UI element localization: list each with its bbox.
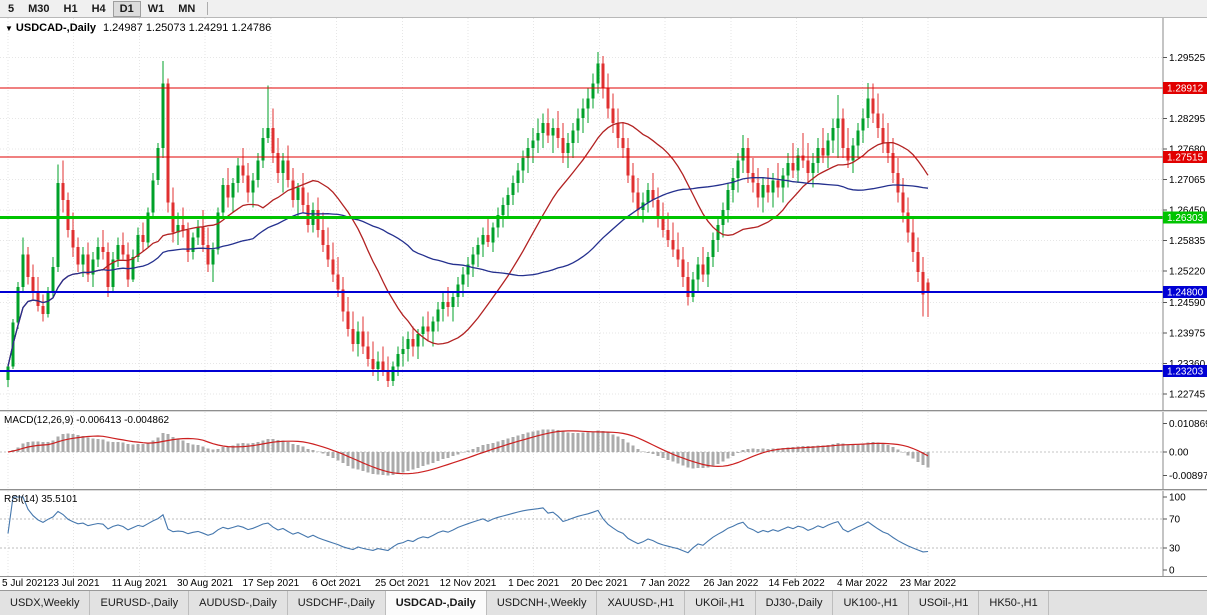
macd-signal-line xyxy=(7,430,929,475)
rsi-label: RSI(14) 35.5101 xyxy=(4,494,78,505)
price-chip: 1.28912 xyxy=(1163,81,1207,94)
svg-text:1.24800: 1.24800 xyxy=(1167,287,1204,298)
main-chart-panel: 1.29525 1.28295 1.27680 1.27065 1.26450 1.258… xyxy=(0,18,1207,410)
rsi-tick-label: 100 xyxy=(1169,493,1186,504)
price-chip: 1.27515 xyxy=(1163,151,1207,164)
price-tick-label: 1.24590 xyxy=(1169,298,1206,309)
svg-text:1.23203: 1.23203 xyxy=(1167,367,1204,378)
price-tick-label: 1.28295 xyxy=(1169,114,1206,125)
macd-label: MACD(12,26,9) -0.006413 -0.004862 xyxy=(4,415,170,426)
collapse-triangle-icon[interactable]: ▼ xyxy=(5,24,13,33)
chart-tab-eurusd-daily[interactable]: EURUSD-,Daily xyxy=(90,591,190,615)
chart-tab-xauusd-h1[interactable]: XAUUSD-,H1 xyxy=(597,591,686,615)
price-tick-label: 1.26450 xyxy=(1169,206,1206,217)
timeframe-button-h4[interactable]: H4 xyxy=(91,2,106,15)
rsi-panel: 100 70 30 0 RSI(14) 35.5101 xyxy=(0,491,1207,576)
rsi-line xyxy=(7,496,929,554)
timeframe-button-5[interactable]: 5 xyxy=(8,2,15,15)
date-label: 23 Jul 2021 xyxy=(47,578,100,589)
price-tick-label: 1.27680 xyxy=(1169,145,1206,156)
timeframe-button-h1[interactable]: H1 xyxy=(63,2,78,15)
chart-tab-hk50-h1[interactable]: HK50-,H1 xyxy=(979,591,1049,615)
chart-tab-usdcnh-weekly[interactable]: USDCNH-,Weekly xyxy=(486,591,598,615)
date-label: 30 Aug 2021 xyxy=(177,578,234,589)
timeframe-toolbar: 5 M30 H1 H4 D1 W1 MN xyxy=(0,0,1207,18)
date-label: 4 Mar 2022 xyxy=(836,578,888,589)
price-tick-label: 1.23975 xyxy=(1169,328,1206,339)
symbol-label: USDCAD-,Daily xyxy=(15,22,96,34)
time-axis: 5 Jul 2021 23 Jul 2021 11 Aug 2021 30 Aug 2… xyxy=(0,576,1207,590)
ma-slow-line xyxy=(7,176,929,367)
price-chip: 1.24800 xyxy=(1163,285,1207,298)
macd-tick-label: 0.00 xyxy=(1169,448,1189,459)
date-label: 14 Feb 2022 xyxy=(768,578,825,589)
date-label: 25 Oct 2021 xyxy=(375,578,430,589)
chart-title: ▼ USDCAD-,Daily 1.24987 1.25073 1.24291 1.… xyxy=(5,22,271,34)
chart-tab-uk100-h1[interactable]: UK100-,H1 xyxy=(833,591,909,615)
timeframe-button-m30[interactable]: M30 xyxy=(28,2,50,15)
toolbar-divider xyxy=(207,2,209,15)
macd-tick-label: -0.008974 xyxy=(1169,471,1207,482)
date-label: 26 Jan 2022 xyxy=(703,578,759,589)
date-label: 6 Oct 2021 xyxy=(312,578,362,589)
svg-text:1.26303: 1.26303 xyxy=(1167,213,1204,224)
chart-tab-usdx-weekly[interactable]: USDX,Weekly xyxy=(0,591,91,615)
ohlc-values: 1.24987 1.25073 1.24291 1.24786 xyxy=(103,22,272,34)
price-tick-label: 1.25220 xyxy=(1169,267,1206,278)
svg-text:1.27515: 1.27515 xyxy=(1167,153,1204,164)
panel-splitter-macd[interactable] xyxy=(0,410,1207,412)
date-label: 11 Aug 2021 xyxy=(111,578,168,589)
rsi-canvas[interactable]: 100 70 30 0 xyxy=(0,491,1207,576)
date-label: 7 Jan 2022 xyxy=(640,578,690,589)
macd-tick-label: 0.010869 xyxy=(1169,419,1207,430)
date-label: 5 Jul 2021 xyxy=(2,578,49,589)
date-label: 1 Dec 2021 xyxy=(508,578,560,589)
date-label: 12 Nov 2021 xyxy=(439,578,497,589)
chart-tabs-bar: USDX,Weekly EURUSD-,Daily AUDUSD-,Daily USD… xyxy=(0,590,1207,615)
svg-text:1.28912: 1.28912 xyxy=(1167,83,1204,94)
chart-tab-usdcad-daily[interactable]: USDCAD-,Daily xyxy=(385,591,487,615)
price-tick-label: 1.22745 xyxy=(1169,389,1206,400)
chart-tab-usdchf-daily[interactable]: USDCHF-,Daily xyxy=(287,591,386,615)
date-label: 17 Sep 2021 xyxy=(242,578,300,589)
panel-splitter-rsi[interactable] xyxy=(0,489,1207,491)
macd-canvas[interactable]: 0.010869 0.00 -0.008974 xyxy=(0,412,1207,489)
price-chip: 1.23203 xyxy=(1163,365,1207,378)
price-tick-label: 1.23360 xyxy=(1169,359,1206,370)
timeframe-button-mn[interactable]: MN xyxy=(178,2,196,15)
rsi-tick-label: 30 xyxy=(1169,544,1181,555)
chart-tab-audusd-daily[interactable]: AUDUSD-,Daily xyxy=(189,591,288,615)
chart-tab-usoil-h1[interactable]: USOil-,H1 xyxy=(908,591,980,615)
chart-tab-dj30-daily[interactable]: DJ30-,Daily xyxy=(755,591,834,615)
macd-panel: 0.010869 0.00 -0.008974 MACD(12,26,9) -0.0… xyxy=(0,412,1207,489)
price-tick-label: 1.25835 xyxy=(1169,236,1206,247)
rsi-tick-label: 0 xyxy=(1169,566,1175,577)
price-tick-label: 1.27065 xyxy=(1169,175,1206,186)
chart-tab-ukoil-h1[interactable]: UKOil-,H1 xyxy=(685,591,756,615)
timeframe-button-d1[interactable]: D1 xyxy=(112,0,141,17)
price-tick-label: 1.29525 xyxy=(1169,53,1206,64)
rsi-tick-label: 70 xyxy=(1169,514,1181,525)
date-label: 20 Dec 2021 xyxy=(571,578,628,589)
price-chip: 1.26303 xyxy=(1163,211,1207,224)
price-chart-canvas[interactable]: 1.29525 1.28295 1.27680 1.27065 1.26450 1.258… xyxy=(0,18,1207,410)
date-label: 23 Mar 2022 xyxy=(899,578,957,589)
timeframe-button-w1[interactable]: W1 xyxy=(147,2,165,15)
